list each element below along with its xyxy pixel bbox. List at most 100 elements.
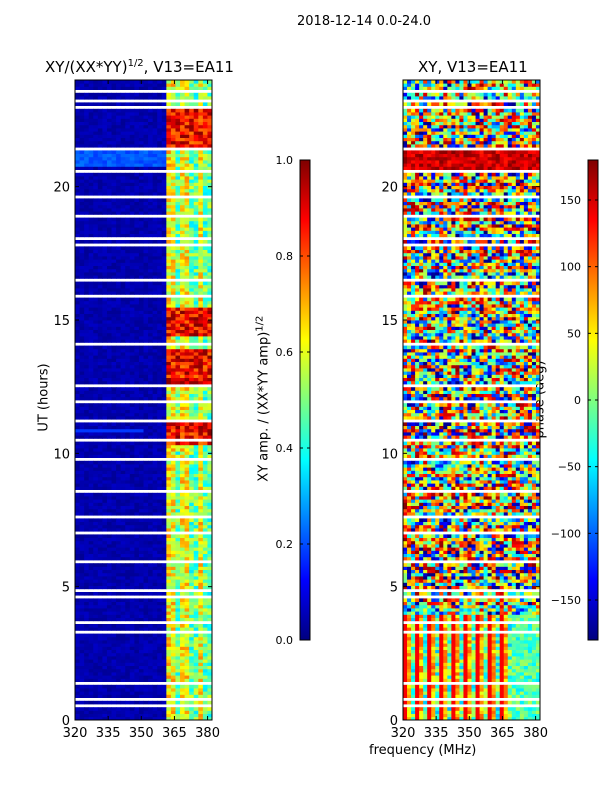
heatmap-cell: [97, 633, 103, 638]
heatmap-cell: [106, 208, 112, 212]
heatmap-cell: [125, 393, 131, 398]
heatmap-cell: [202, 121, 208, 126]
heatmap-cell: [75, 524, 80, 529]
heatmap-cell: [79, 262, 85, 266]
heatmap-cell: [106, 700, 112, 705]
heatmap-cell: [125, 604, 131, 609]
heatmap-cell: [175, 428, 181, 433]
heatmap-cell: [106, 204, 112, 209]
heatmap-cell: [170, 576, 176, 580]
heatmap-cell: [180, 204, 185, 209]
heatmap-cell: [175, 204, 181, 209]
heatmap-cell: [184, 467, 190, 471]
heatmap-cell: [93, 528, 99, 532]
heatmap-cell: [170, 665, 176, 670]
heatmap-cell: [152, 249, 158, 254]
heatmap-cell: [207, 201, 213, 206]
heatmap-cell: [106, 633, 112, 638]
heatmap-cell: [207, 643, 213, 647]
heatmap-cell: [198, 544, 204, 548]
heatmap-cell: [88, 409, 94, 414]
heatmap-cell: [120, 240, 126, 244]
heatmap-cell: [75, 576, 80, 580]
heatmap-cell: [93, 297, 99, 302]
heatmap-cell: [129, 265, 135, 270]
heatmap-cell: [138, 172, 144, 177]
heatmap-cell: [125, 134, 131, 138]
heatmap-cell: [189, 156, 195, 161]
heatmap-cell: [170, 412, 176, 417]
heatmap-cell: [166, 662, 172, 666]
heatmap-cell: [184, 246, 190, 250]
heatmap-cell: [97, 624, 103, 628]
heatmap-cell: [116, 672, 122, 676]
heatmap-cell: [161, 332, 167, 337]
heatmap-cell: [166, 140, 172, 145]
heatmap-cell: [207, 300, 213, 305]
heatmap-cell: [116, 112, 122, 116]
heatmap-cell: [116, 304, 122, 308]
heatmap-cell: [189, 300, 195, 305]
heatmap-cell: [120, 188, 126, 193]
heatmap-cell: [148, 611, 154, 615]
heatmap-cell: [152, 473, 158, 478]
heatmap-cell: [170, 320, 176, 324]
heatmap-cell: [75, 268, 80, 273]
heatmap-cell: [202, 467, 208, 471]
heatmap-cell: [125, 614, 131, 618]
heatmap-cell: [166, 448, 172, 452]
heatmap-cell: [79, 204, 85, 209]
heatmap-cell: [93, 124, 99, 129]
heatmap-cell: [120, 432, 126, 436]
heatmap-cell: [170, 230, 176, 234]
heatmap-cell: [129, 185, 135, 190]
heatmap-cell: [157, 528, 163, 532]
heatmap-cell: [88, 512, 94, 516]
heatmap-cell: [152, 659, 158, 663]
heatmap-cell: [102, 371, 108, 375]
heatmap-cell: [79, 118, 85, 122]
heatmap-cell: [84, 112, 90, 116]
heatmap-cell: [207, 524, 213, 529]
heatmap-cell: [148, 150, 154, 154]
heatmap-cell: [88, 182, 94, 186]
heatmap-cell: [152, 524, 158, 529]
heatmap-cell: [184, 627, 190, 631]
heatmap-cell: [88, 291, 94, 295]
heatmap-cell: [189, 425, 195, 430]
heatmap-cell: [189, 713, 195, 718]
heatmap-cell: [84, 355, 90, 359]
heatmap-cell: [157, 691, 163, 695]
heatmap-cell: [93, 464, 99, 468]
heatmap-cell: [120, 140, 126, 145]
heatmap-cell: [88, 348, 94, 353]
heatmap-cell: [148, 233, 154, 238]
heatmap-cell: [75, 675, 80, 679]
heatmap-cell: [189, 377, 195, 382]
heatmap-cell: [120, 608, 126, 612]
heatmap-cell: [161, 380, 167, 385]
heatmap-cell: [125, 668, 131, 673]
heatmap-cell: [198, 316, 204, 321]
heatmap-cell: [120, 339, 126, 343]
heatmap-cell: [125, 422, 131, 426]
heatmap-cell: [184, 224, 190, 228]
heatmap-cell: [106, 265, 112, 270]
heatmap-cell: [166, 566, 172, 570]
heatmap-cell: [148, 480, 154, 484]
heatmap-cell: [129, 316, 135, 321]
heatmap-cell: [125, 364, 131, 369]
heatmap-cell: [198, 428, 204, 433]
heatmap-cell: [79, 208, 85, 212]
heatmap-cell: [166, 665, 172, 670]
heatmap-cell: [170, 124, 176, 129]
heatmap-cell: [184, 716, 190, 721]
heatmap-cell: [170, 265, 176, 270]
heatmap-cell: [120, 678, 126, 682]
heatmap-cell: [152, 160, 158, 164]
heatmap-cell: [184, 316, 190, 321]
heatmap-cell: [148, 284, 154, 289]
heatmap-cell: [193, 268, 199, 273]
heatmap-cell: [84, 700, 90, 705]
heatmap-cell: [202, 512, 208, 516]
